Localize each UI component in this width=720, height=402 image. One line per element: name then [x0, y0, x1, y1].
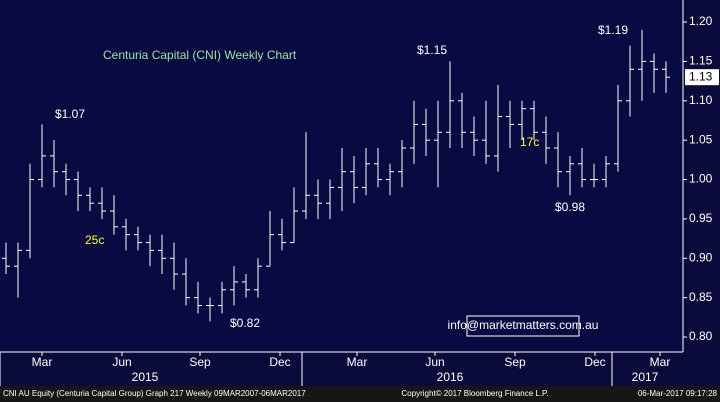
- x-tick-label: Sep: [189, 355, 211, 369]
- y-tick-label: 0.90: [689, 250, 713, 264]
- x-tick-label: Dec: [584, 355, 605, 369]
- last-value-box: [685, 69, 719, 86]
- annotation: $0.98: [555, 200, 585, 214]
- chart-title: Centuria Capital (CNI) Weekly Chart: [103, 48, 297, 62]
- year-label: 2015: [132, 370, 159, 384]
- footer-right: 06-Mar-2017 09:17:28: [638, 389, 718, 398]
- footer-center: Copyright© 2017 Bloomberg Finance L.P.: [401, 389, 548, 398]
- x-tick-label: Mar: [347, 355, 368, 369]
- annotation: $0.82: [230, 316, 260, 330]
- footer-bar: [0, 386, 720, 402]
- y-tick-label: 0.85: [689, 290, 713, 304]
- footer-left: CNI AU Equity (Centuria Capital Group) G…: [3, 389, 306, 398]
- annotation: $1.07: [55, 107, 85, 121]
- x-tick-label: Sep: [504, 355, 526, 369]
- annotation: 17c: [520, 135, 539, 149]
- y-tick-label: 1.20: [689, 14, 713, 28]
- annotation: $1.19: [598, 23, 628, 37]
- y-tick-label: 0.80: [689, 329, 713, 343]
- x-tick-label: Mar: [32, 355, 53, 369]
- y-tick-label: 1.05: [689, 132, 713, 146]
- y-tick-label: 1.15: [689, 54, 713, 68]
- last-value-label: 1.13: [689, 69, 713, 83]
- y-tick-label: 0.95: [689, 211, 713, 225]
- annotation: $1.15: [417, 43, 447, 57]
- y-tick-label: 1.00: [689, 172, 713, 186]
- x-tick-label: Mar: [650, 355, 671, 369]
- year-label: 2017: [632, 370, 659, 384]
- annotation: 25c: [85, 233, 104, 247]
- link-box[interactable]: [466, 315, 580, 337]
- x-tick-label: Jun: [112, 355, 131, 369]
- x-tick-label: Jun: [425, 355, 444, 369]
- y-tick-label: 1.10: [689, 93, 713, 107]
- x-tick-label: Dec: [269, 355, 290, 369]
- year-label: 2016: [437, 370, 464, 384]
- link[interactable]: info@marketmatters.com.au: [448, 318, 599, 332]
